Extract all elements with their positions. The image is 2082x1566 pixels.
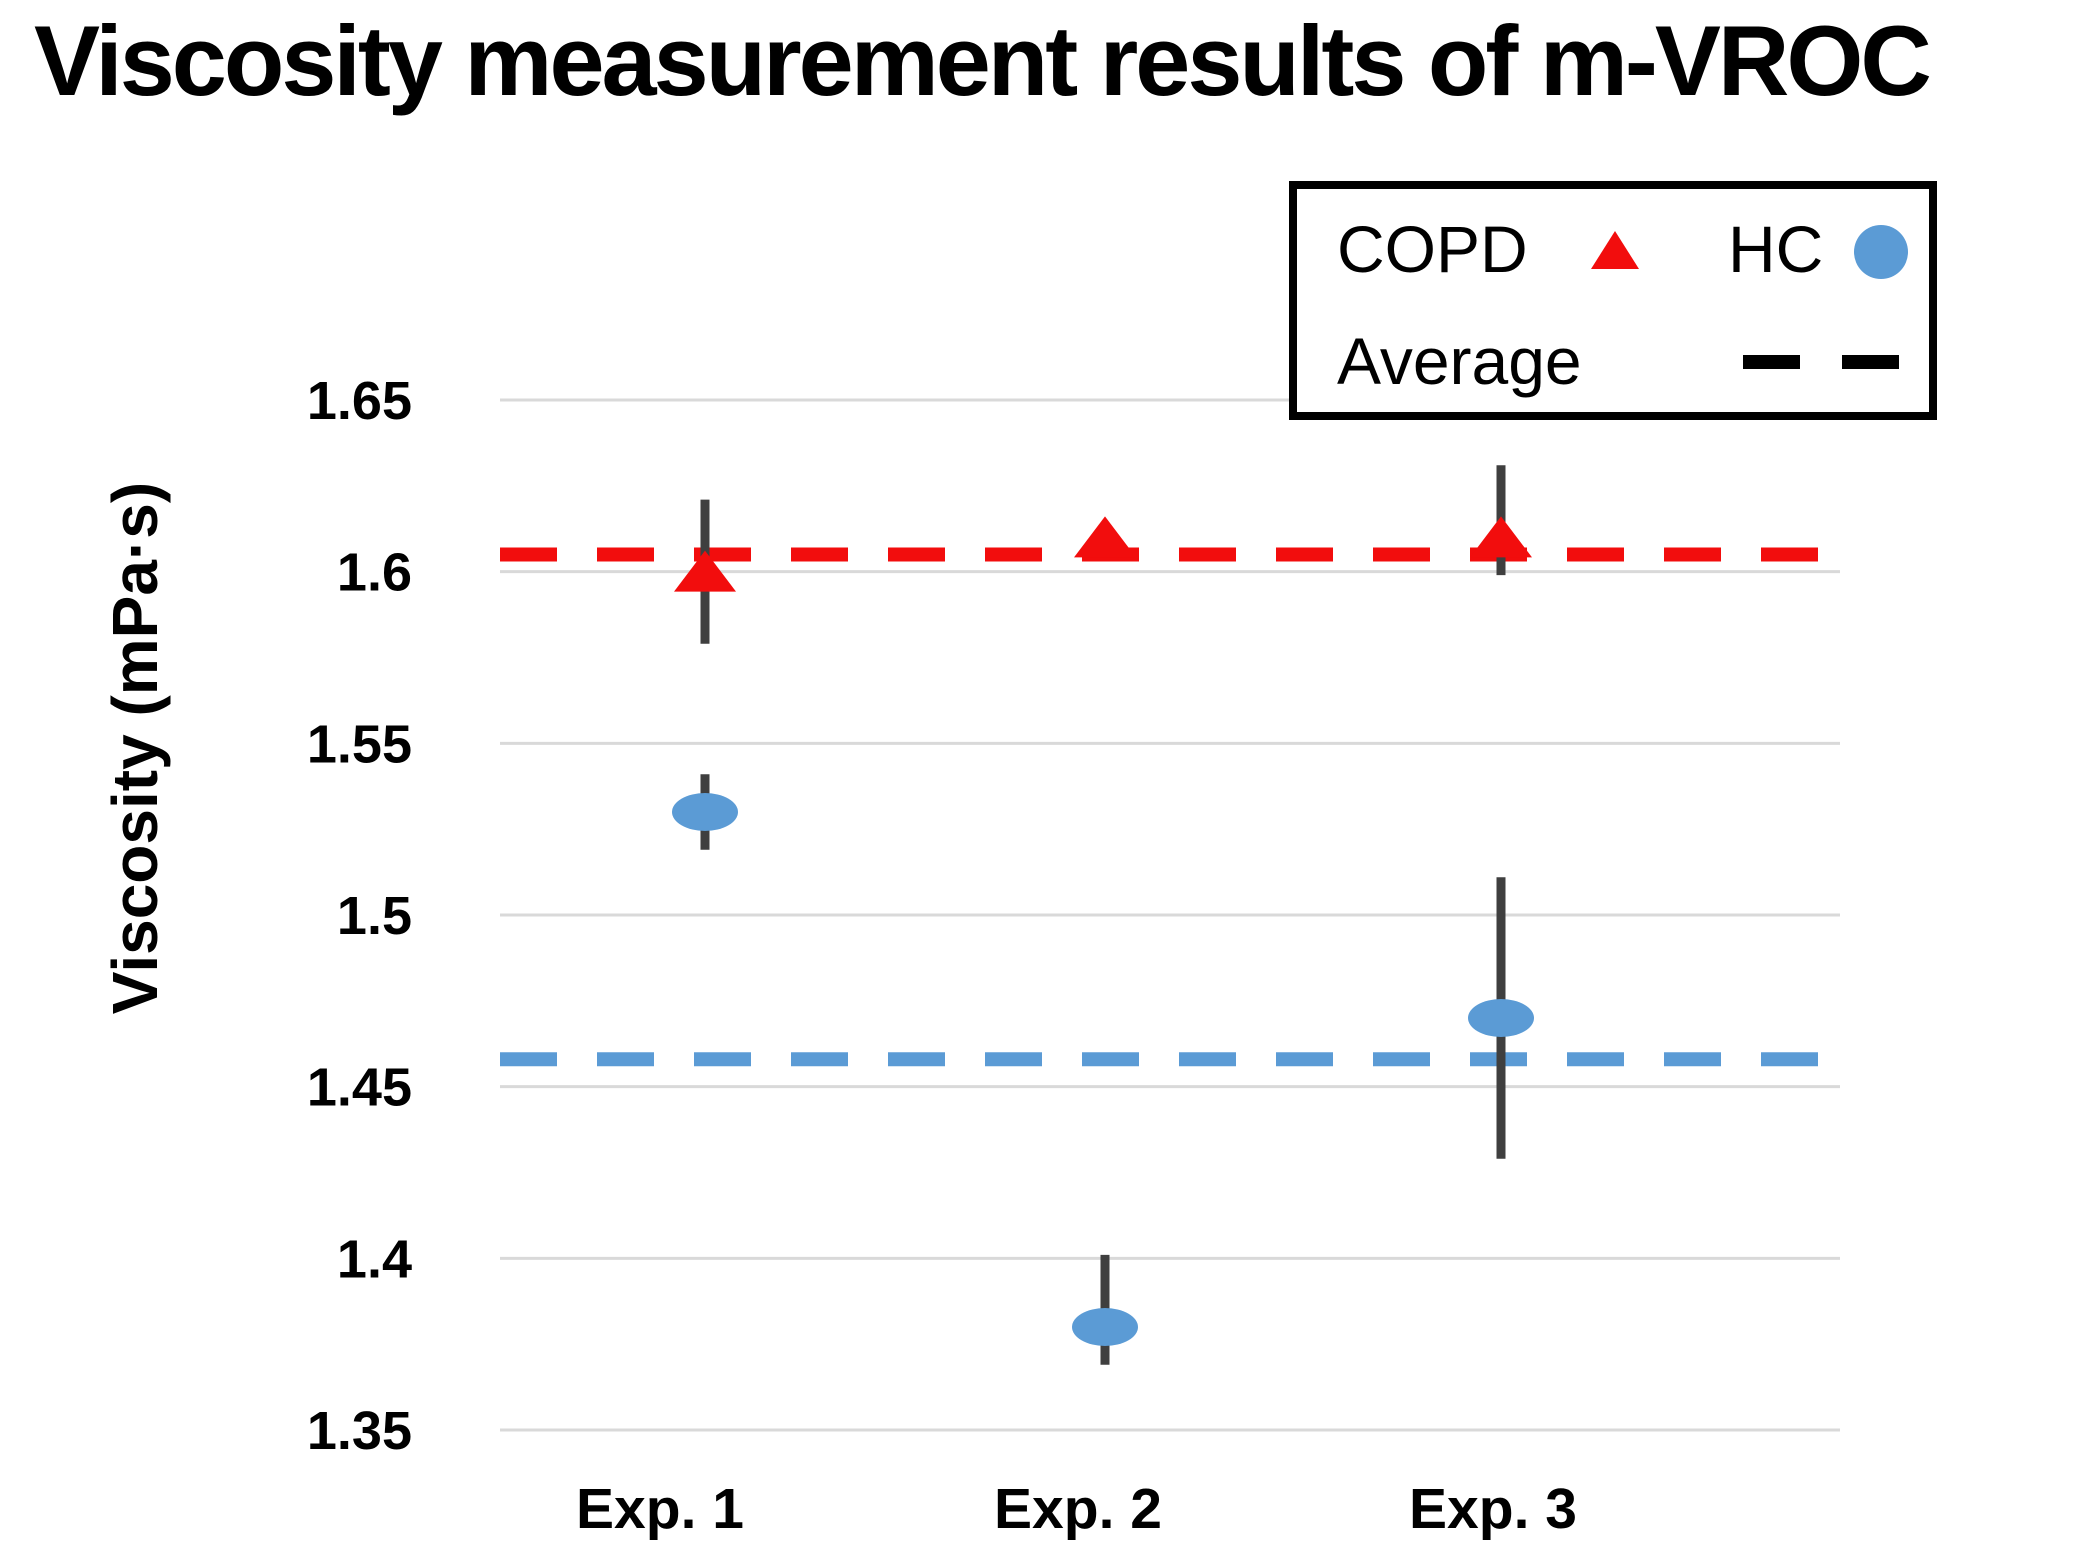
legend: COPD HC Average xyxy=(1289,181,1937,420)
legend-label-hc: HC xyxy=(1728,212,1824,286)
x-category-label: Exp. 2 xyxy=(994,1477,1162,1541)
chart-title: Viscosity measurement results of m-VROC xyxy=(34,5,1932,116)
average-dash-segment xyxy=(1743,355,1800,369)
copd-marker xyxy=(1470,516,1532,558)
y-tick-label: 1.35 xyxy=(307,1401,412,1461)
x-category-label: Exp. 3 xyxy=(1409,1477,1577,1541)
y-tick-label: 1.5 xyxy=(337,886,412,946)
hc-marker xyxy=(1468,999,1534,1037)
y-tick-label: 1.45 xyxy=(307,1058,412,1118)
x-category-label: Exp. 1 xyxy=(576,1477,744,1541)
legend-label-average: Average xyxy=(1337,324,1582,398)
copd-marker xyxy=(674,550,736,592)
y-tick-label: 1.4 xyxy=(337,1229,412,1289)
legend-label-copd: COPD xyxy=(1337,212,1528,286)
y-tick-label: 1.6 xyxy=(337,543,412,603)
hc-marker xyxy=(1072,1308,1138,1346)
hc-circle-icon xyxy=(1854,225,1908,279)
y-tick-label: 1.65 xyxy=(307,371,412,431)
average-dash-segment xyxy=(1842,355,1899,369)
average-dash-icon xyxy=(1743,355,1899,369)
copd-triangle-shape xyxy=(1591,231,1639,269)
copd-triangle-icon xyxy=(1591,231,1639,269)
hc-marker xyxy=(672,793,738,831)
hc-circle-shape xyxy=(1854,225,1908,279)
copd-marker xyxy=(1074,516,1136,558)
y-tick-label: 1.55 xyxy=(307,714,412,774)
